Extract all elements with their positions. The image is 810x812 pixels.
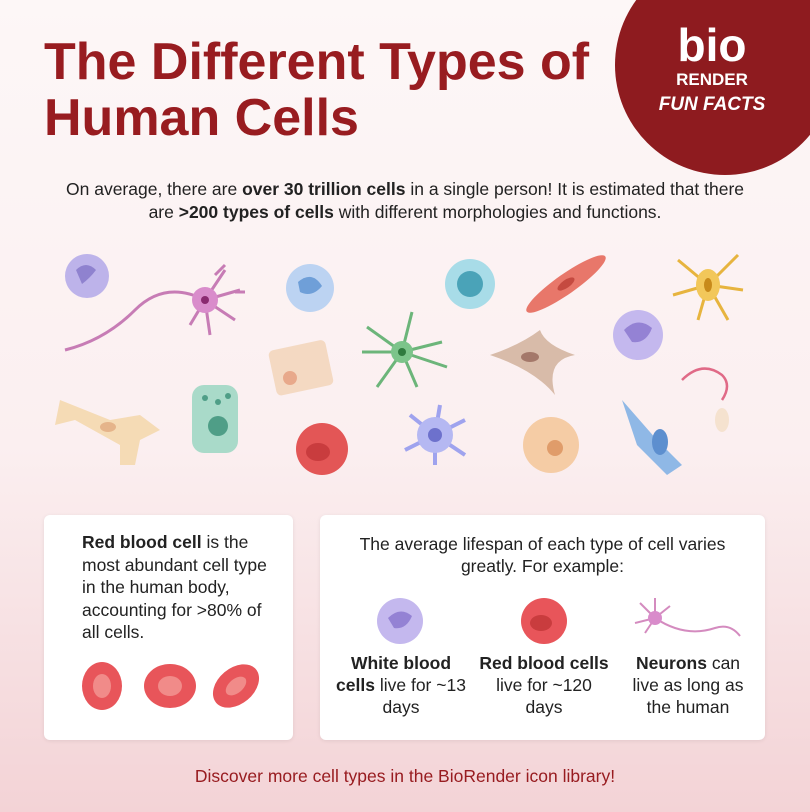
item-text: can live as long as the human <box>632 653 744 717</box>
title-line: The Different Types of <box>44 33 590 91</box>
lifespan-item: Red blood cells live for ~120 days <box>479 652 609 718</box>
abundance-bold: Red blood cell <box>82 532 202 552</box>
round-cell <box>445 259 495 309</box>
lifespan-heading: The average lifespan of each type of cel… <box>359 534 726 576</box>
sperm-cell <box>681 367 729 432</box>
astrocyte <box>672 253 744 321</box>
smooth-muscle-cell <box>526 255 606 313</box>
intro-bold: >200 types of cells <box>178 202 334 222</box>
intro: On average, there are over 30 trillion c… <box>60 178 750 224</box>
goblet-cell <box>192 385 238 453</box>
white-blood-cell <box>377 598 423 644</box>
lymphocyte <box>286 264 334 312</box>
fibroblast <box>490 330 575 395</box>
red-blood-cell <box>82 662 122 710</box>
intro-bold: over 30 trillion cells <box>242 179 406 199</box>
lifespan-item: Neurons can live as long as the human <box>623 652 753 718</box>
item-bold: Red blood cells <box>479 653 609 673</box>
logo-brand-sub: RENDER <box>676 70 748 89</box>
intro-text: On average, there are <box>66 179 243 199</box>
cardiac-muscle-cell <box>55 400 160 465</box>
item-bold: White blood cells <box>336 653 452 695</box>
red-blood-cell <box>212 664 260 708</box>
epithelial-cell <box>268 340 334 396</box>
rod-cells <box>622 400 682 475</box>
red-blood-cell <box>144 664 196 708</box>
item-bold: Neurons <box>635 653 707 673</box>
lifespan-item: White blood cells live for ~13 days <box>336 652 466 718</box>
neuron <box>634 598 741 637</box>
cell <box>523 417 579 473</box>
neuron <box>64 263 245 352</box>
white-blood-cell <box>613 310 663 360</box>
logo-tagline: FUN FACTS <box>658 94 766 115</box>
red-blood-cell <box>521 598 567 644</box>
glial-cell <box>362 311 448 388</box>
item-text: live for ~13 days <box>374 675 466 717</box>
title-line: Human Cells <box>44 89 359 147</box>
intro-text: in a single person! It is estimated that… <box>148 179 744 222</box>
title: The Different Types of Human Cells <box>44 34 589 146</box>
white-blood-cell <box>65 254 109 298</box>
footer-link-text: Discover more cell types in the BioRende… <box>194 766 616 786</box>
intro-text: with different morphologies and function… <box>333 202 662 222</box>
abundance-body: is the most abundant cell type in the hu… <box>82 532 267 642</box>
dendritic-cell <box>404 404 467 465</box>
abundance-text: Red blood cell is the most abundant cell… <box>82 531 272 644</box>
item-text: live for ~120 days <box>496 675 592 717</box>
red-blood-cell <box>296 423 348 475</box>
logo-brand: bio <box>677 19 747 71</box>
